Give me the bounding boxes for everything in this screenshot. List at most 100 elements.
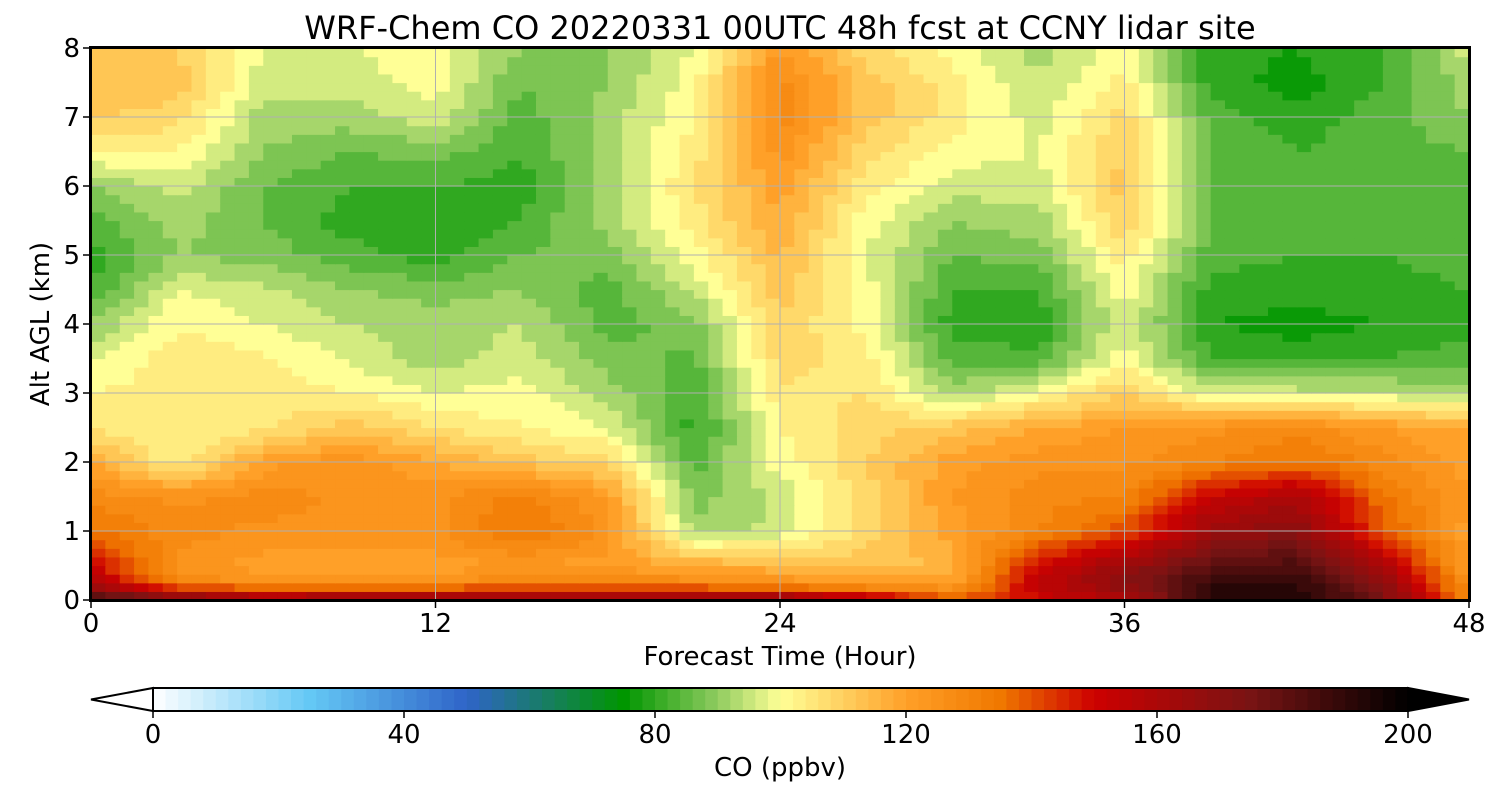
heatmap-cell — [291, 177, 307, 187]
heatmap-cell — [507, 505, 523, 515]
heatmap-cell — [636, 280, 652, 291]
heatmap-cell — [1038, 160, 1054, 170]
heatmap-cell — [191, 513, 207, 523]
heatmap-cell — [607, 306, 623, 316]
heatmap-cell — [478, 211, 494, 222]
heatmap-cell — [392, 375, 408, 385]
heatmap-cell — [823, 280, 839, 291]
heatmap-cell — [306, 591, 322, 601]
heatmap-cell — [1454, 246, 1470, 256]
heatmap-cell — [1239, 591, 1255, 601]
heatmap-cell — [1253, 272, 1269, 282]
heatmap-cell — [579, 410, 594, 420]
heatmap-cell — [148, 177, 164, 187]
heatmap-cell — [392, 358, 408, 368]
heatmap-cell — [1081, 418, 1097, 429]
heatmap-cell — [636, 246, 652, 256]
heatmap-cell — [105, 453, 121, 463]
heatmap-cell — [464, 168, 480, 178]
heatmap-cell — [1009, 358, 1025, 368]
heatmap-cell — [1382, 513, 1398, 523]
heatmap-cell — [1095, 177, 1111, 187]
heatmap-cell — [1153, 186, 1169, 196]
heatmap-cell — [1354, 306, 1370, 316]
heatmap-cell — [363, 186, 379, 196]
heatmap-cell — [277, 462, 293, 472]
heatmap-cell — [952, 418, 968, 429]
heatmap-cell — [1224, 384, 1240, 394]
heatmap-cell — [679, 401, 695, 411]
heatmap-cell — [1339, 410, 1355, 420]
heatmap-cell — [363, 315, 379, 325]
heatmap-cell — [622, 462, 638, 472]
heatmap-cell — [650, 410, 666, 420]
heatmap-cell — [780, 462, 795, 472]
heatmap-cell — [837, 513, 853, 523]
heatmap-cell — [1311, 272, 1327, 282]
heatmap-cell — [851, 453, 867, 463]
heatmap-cell — [1009, 487, 1025, 498]
heatmap-cell — [1411, 324, 1427, 334]
heatmap-cell — [1411, 358, 1427, 368]
heatmap-cell — [1067, 229, 1083, 239]
heatmap-cell — [980, 513, 996, 523]
heatmap-cell — [650, 496, 666, 506]
heatmap-cell — [722, 453, 738, 463]
heatmap-cell — [492, 470, 508, 480]
heatmap-cell — [134, 203, 150, 213]
heatmap-cell — [1009, 289, 1025, 299]
heatmap-cell — [1382, 160, 1398, 170]
heatmap-cell — [492, 522, 508, 532]
heatmap-cell — [579, 384, 594, 394]
heatmap-cell — [564, 591, 580, 601]
heatmap-cell — [579, 160, 594, 170]
heatmap-cell — [808, 315, 824, 325]
heatmap-cell — [1210, 229, 1226, 239]
heatmap-cell — [837, 168, 853, 178]
heatmap-cell — [765, 341, 781, 351]
heatmap-cell — [507, 237, 523, 247]
heatmap-cell — [995, 462, 1011, 472]
heatmap-cell — [363, 255, 379, 265]
heatmap-cell — [263, 410, 279, 420]
heatmap-cell — [478, 168, 494, 178]
heatmap-cell — [722, 341, 738, 351]
heatmap-cell — [392, 384, 408, 394]
heatmap-cell — [808, 263, 824, 273]
heatmap-cell — [837, 358, 853, 368]
heatmap-cell — [535, 324, 551, 334]
heatmap-cell — [1253, 401, 1269, 411]
heatmap-cell — [392, 324, 408, 334]
heatmap-cell — [909, 574, 925, 584]
heatmap-cell — [378, 168, 394, 178]
heatmap-cell — [607, 194, 623, 204]
heatmap-cell — [579, 591, 594, 601]
heatmap-cell — [880, 496, 896, 506]
heatmap-cell — [306, 401, 322, 411]
heatmap-cell — [1038, 410, 1054, 420]
heatmap-cell — [392, 315, 408, 325]
heatmap-cell — [593, 315, 609, 325]
heatmap-cell — [1081, 272, 1097, 282]
heatmap-cell — [579, 539, 594, 549]
heatmap-cell — [1210, 315, 1226, 325]
heatmap-cell — [277, 194, 293, 204]
heatmap-cell — [205, 324, 221, 334]
heatmap-cell — [980, 349, 996, 360]
heatmap-cell — [1224, 229, 1240, 239]
heatmap-cell — [1454, 539, 1470, 549]
heatmap-cell — [1411, 203, 1427, 213]
heatmap-cell — [464, 367, 480, 377]
heatmap-cell — [521, 315, 537, 325]
heatmap-cell — [1253, 453, 1269, 463]
heatmap-cell — [1009, 203, 1025, 213]
heatmap-cell — [1081, 211, 1097, 222]
heatmap-cell — [679, 375, 695, 385]
heatmap-cell — [1268, 418, 1283, 429]
heatmap-cell — [622, 289, 638, 299]
heatmap-cell — [191, 298, 207, 308]
heatmap-cell — [937, 229, 953, 239]
heatmap-cell — [191, 211, 207, 222]
heatmap-cell — [622, 444, 638, 454]
